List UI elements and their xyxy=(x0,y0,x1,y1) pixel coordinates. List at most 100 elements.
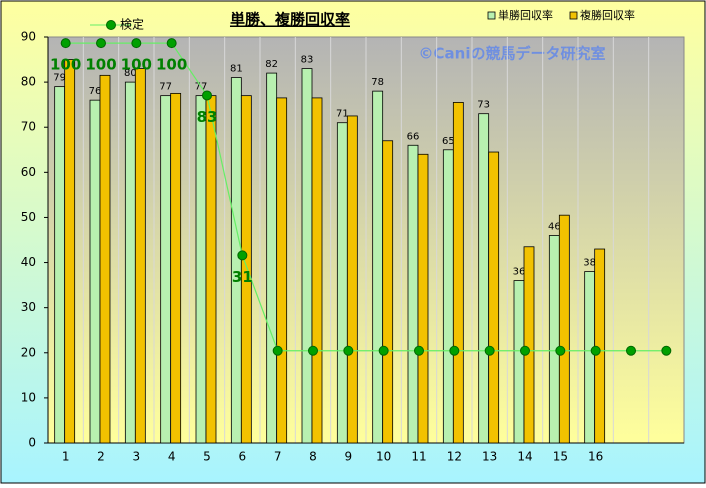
bar xyxy=(382,140,394,444)
y-tick-label: 70 xyxy=(21,120,36,134)
line-point xyxy=(131,38,142,49)
chart-title: 単勝、複勝回収率 xyxy=(230,11,350,29)
y-tick-label: 90 xyxy=(21,30,36,44)
y-tick-label: 60 xyxy=(21,165,36,179)
bar xyxy=(301,68,313,444)
data-label: 77 xyxy=(159,82,172,93)
x-tick-label: 7 xyxy=(274,450,282,464)
bar xyxy=(513,280,525,444)
bar xyxy=(170,92,182,444)
line-point xyxy=(60,38,71,49)
line-point xyxy=(272,345,283,356)
x-tick-label: 12 xyxy=(447,450,462,464)
data-label: 78 xyxy=(371,77,384,88)
x-tick-label: 8 xyxy=(309,450,317,464)
y-tick-label: 20 xyxy=(21,345,36,359)
bar xyxy=(523,246,535,444)
bar xyxy=(488,151,500,444)
legend-label: 複勝回収率 xyxy=(580,8,635,22)
bar xyxy=(64,59,76,444)
line-point xyxy=(308,345,318,356)
bar xyxy=(442,149,454,444)
data-label: 79 xyxy=(53,73,66,84)
y-tick-label: 0 xyxy=(28,436,36,450)
legend-swatch xyxy=(569,11,578,20)
data-label: 100 xyxy=(156,56,187,74)
bar xyxy=(452,102,464,444)
bar xyxy=(160,95,172,444)
line-point xyxy=(484,345,495,356)
data-label: 83 xyxy=(301,55,314,66)
data-label: 38 xyxy=(583,258,596,269)
x-tick-label: 10 xyxy=(376,450,391,464)
data-label: 71 xyxy=(336,109,349,120)
y-tick-label: 10 xyxy=(21,390,36,404)
bar xyxy=(99,74,111,444)
line-point xyxy=(414,345,424,356)
bar xyxy=(548,235,560,444)
line-point xyxy=(166,38,177,49)
line-point xyxy=(237,250,248,261)
bar xyxy=(346,115,358,444)
line-point xyxy=(555,345,566,356)
line-point xyxy=(520,345,530,356)
bar xyxy=(478,113,490,444)
bar xyxy=(311,97,323,444)
data-label: 81 xyxy=(230,64,243,75)
x-tick-label: 9 xyxy=(345,450,353,464)
x-tick-label: 15 xyxy=(553,450,568,464)
data-label: 73 xyxy=(477,100,490,111)
bar xyxy=(372,90,384,444)
bar xyxy=(195,95,207,444)
bar xyxy=(54,86,66,444)
data-label: 36 xyxy=(513,267,526,278)
data-label: 46 xyxy=(548,221,561,232)
data-label: 31 xyxy=(232,268,253,286)
x-tick-label: 2 xyxy=(97,450,105,464)
y-tick-label: 40 xyxy=(21,255,36,269)
legend-label: 単勝回収率 xyxy=(498,8,553,22)
x-tick-label: 6 xyxy=(239,450,247,464)
bar xyxy=(276,97,288,444)
watermark: ©Caniの競馬データ研究室 xyxy=(419,45,606,63)
line-point xyxy=(96,38,106,49)
line-point xyxy=(202,90,212,101)
line-point xyxy=(626,345,636,356)
x-tick-label: 1 xyxy=(62,450,70,464)
line-point xyxy=(661,345,672,356)
bar xyxy=(240,95,252,444)
data-label: 80 xyxy=(124,68,137,79)
bar xyxy=(584,271,596,444)
y-tick-label: 80 xyxy=(21,75,36,89)
y-tick-label: 50 xyxy=(21,210,36,224)
bar xyxy=(266,72,278,444)
x-tick-label: 4 xyxy=(168,450,176,464)
line-point xyxy=(449,345,460,356)
bar xyxy=(417,153,429,444)
bar xyxy=(124,81,136,444)
line-point xyxy=(343,345,354,356)
x-tick-label: 3 xyxy=(133,450,141,464)
data-label: 66 xyxy=(407,131,420,142)
legend-marker xyxy=(106,20,116,30)
line-series xyxy=(65,42,667,352)
bar xyxy=(336,122,348,444)
bar xyxy=(407,144,419,444)
line-point xyxy=(590,345,601,356)
data-label: 82 xyxy=(265,59,278,70)
x-tick-label: 11 xyxy=(411,450,426,464)
legend-swatch xyxy=(487,11,496,20)
bar xyxy=(89,99,101,444)
data-label: 76 xyxy=(89,86,102,97)
data-label: 100 xyxy=(121,56,152,74)
bar xyxy=(230,77,242,444)
y-tick-label: 30 xyxy=(21,300,36,314)
data-label: 83 xyxy=(197,108,218,126)
bar xyxy=(134,68,146,444)
data-label: 100 xyxy=(85,56,116,74)
legend-label: 検定 xyxy=(120,17,144,32)
x-tick-label: 14 xyxy=(517,450,532,464)
x-tick-label: 13 xyxy=(482,450,497,464)
bar xyxy=(558,214,570,444)
